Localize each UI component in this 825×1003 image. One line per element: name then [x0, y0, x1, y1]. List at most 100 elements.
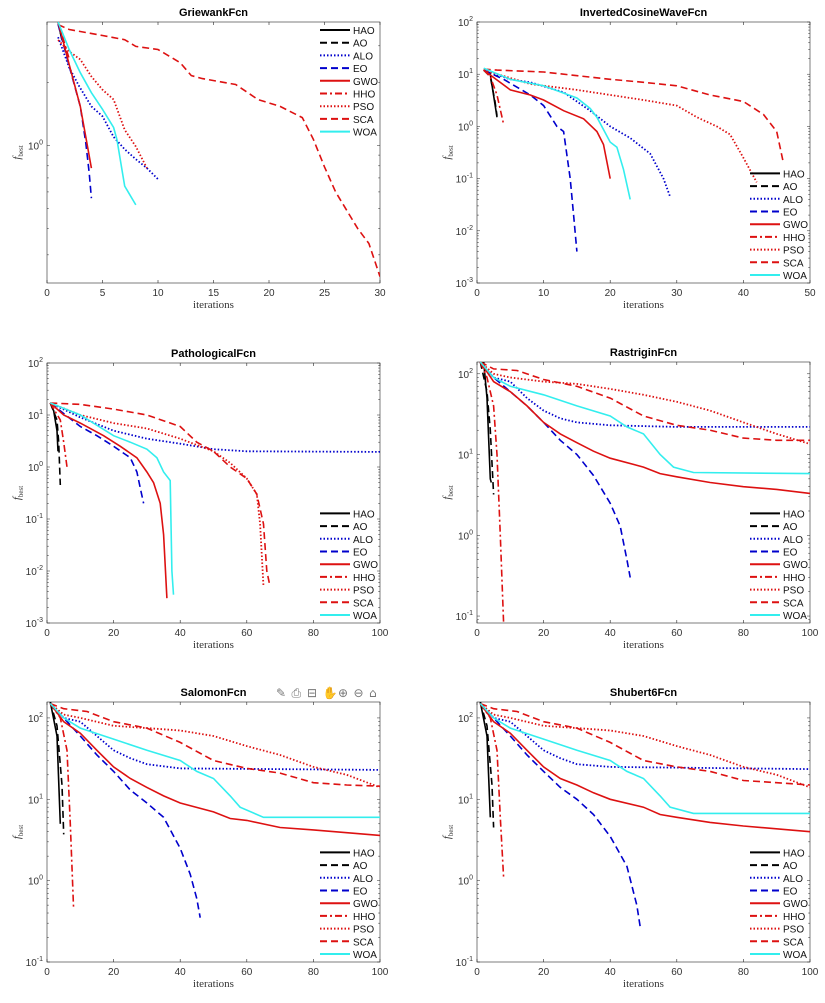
legend-label: HAO — [353, 848, 375, 859]
series-line-sca — [483, 68, 785, 164]
legend-label: EO — [353, 64, 368, 75]
legend-label: PSO — [353, 586, 374, 597]
y-tick-label: 10-1 — [456, 610, 473, 623]
y-tick-base: 10 — [458, 18, 470, 29]
x-tick-label: 100 — [372, 628, 389, 639]
x-tick-label: 80 — [738, 628, 750, 639]
legend-label: ALO — [353, 51, 373, 62]
x-tick-label: 100 — [802, 967, 819, 978]
y-tick-base: 10 — [458, 370, 470, 381]
y-tick-base: 10 — [456, 958, 468, 969]
y-tick-base: 10 — [456, 227, 468, 238]
y-tick-label: 101 — [28, 793, 43, 806]
y-tick-exponent: 2 — [39, 712, 43, 719]
series-line-pso — [483, 69, 758, 183]
legend-label: WOA — [353, 950, 377, 961]
zoom-out-icon[interactable]: ⊖ — [354, 686, 364, 700]
y-axis-label-sub: best — [447, 485, 455, 496]
legend-label: WOA — [783, 271, 807, 282]
series-line-gwo — [49, 703, 380, 837]
x-tick-label: 50 — [804, 288, 816, 299]
y-tick-label: 100 — [458, 529, 473, 542]
chart-title: SalomonFcn — [180, 687, 246, 699]
series-line-pso — [57, 39, 148, 169]
x-tick-label: 20 — [108, 967, 120, 978]
legend-label: WOA — [783, 611, 807, 622]
y-axis-label-sub: best — [447, 145, 455, 156]
legend-label: ALO — [783, 195, 803, 206]
x-tick-label: 80 — [308, 628, 320, 639]
y-tick-label: 100 — [28, 461, 43, 474]
y-tick-label: 101 — [458, 68, 473, 81]
y-tick-exponent: -1 — [467, 956, 473, 963]
legend-label: AO — [783, 522, 798, 533]
y-tick-label: 10-1 — [456, 173, 473, 186]
series-line-hho — [479, 703, 505, 878]
y-tick-label: 10-3 — [26, 617, 43, 630]
y-tick-exponent: -1 — [467, 173, 473, 180]
legend-label: PSO — [783, 925, 804, 936]
series-line-alo — [479, 362, 810, 428]
y-tick-label: 100 — [458, 875, 473, 888]
y-tick-label: 102 — [458, 16, 473, 29]
chart-title: GriewankFcn — [179, 7, 248, 19]
x-tick-label: 10 — [152, 288, 164, 299]
y-axis-label-main: f — [11, 834, 23, 839]
chart-title: RastriginFcn — [610, 347, 678, 359]
y-tick-base: 10 — [26, 515, 38, 526]
series-line-hao — [49, 702, 62, 824]
series-group — [483, 67, 785, 252]
series-line-sca — [50, 402, 271, 587]
zoom-in-icon[interactable]: ⊕ — [338, 686, 348, 700]
y-tick-exponent: 0 — [39, 875, 43, 882]
plot-area — [46, 362, 381, 624]
y-tick-label: 10-1 — [26, 956, 43, 969]
series-line-hho — [49, 402, 68, 468]
y-tick-label: 101 — [458, 793, 473, 806]
y-axis-label-main: f — [441, 155, 453, 160]
y-axis-label: fbest — [441, 145, 455, 159]
legend-label: HHO — [783, 233, 805, 244]
series-line-sca — [479, 362, 810, 442]
x-tick-label: 40 — [605, 628, 617, 639]
series-line-alo — [483, 69, 671, 198]
y-tick-base: 10 — [456, 612, 468, 623]
y-axis-label-sub: best — [17, 825, 25, 836]
x-tick-label: 40 — [605, 967, 617, 978]
y-tick-exponent: -1 — [37, 956, 43, 963]
y-tick-exponent: 1 — [469, 449, 473, 456]
y-tick-base: 10 — [28, 714, 40, 725]
legend-label: PSO — [353, 102, 374, 113]
print-icon[interactable]: ⎙ — [292, 686, 302, 700]
home-icon[interactable]: ⌂ — [369, 686, 377, 700]
y-tick-label: 101 — [28, 409, 43, 422]
x-tick-label: 5 — [100, 288, 106, 299]
y-tick-label: 10-2 — [26, 565, 43, 578]
pan-icon[interactable]: ✋ — [323, 686, 338, 700]
legend-label: PSO — [783, 246, 804, 257]
x-tick-label: 0 — [44, 288, 50, 299]
y-tick-label: 102 — [28, 357, 43, 370]
y-tick-exponent: 0 — [469, 120, 473, 127]
datatip-icon[interactable]: ⊟ — [307, 686, 317, 700]
y-tick-base: 10 — [28, 359, 40, 370]
legend-label: HHO — [353, 573, 375, 584]
y-tick-exponent: 0 — [469, 875, 473, 882]
x-tick-label: 0 — [474, 288, 480, 299]
series-line-gwo — [479, 362, 810, 495]
y-axis-label-main: f — [11, 495, 23, 500]
y-tick-base: 10 — [456, 175, 468, 186]
series-line-alo — [49, 402, 380, 453]
legend-label: GWO — [353, 560, 378, 571]
series-line-pso — [49, 402, 265, 587]
edit-icon[interactable]: ✎ — [276, 686, 286, 700]
x-tick-label: 25 — [319, 288, 331, 299]
legend-label: SCA — [783, 598, 804, 609]
y-tick-label: 101 — [458, 449, 473, 462]
